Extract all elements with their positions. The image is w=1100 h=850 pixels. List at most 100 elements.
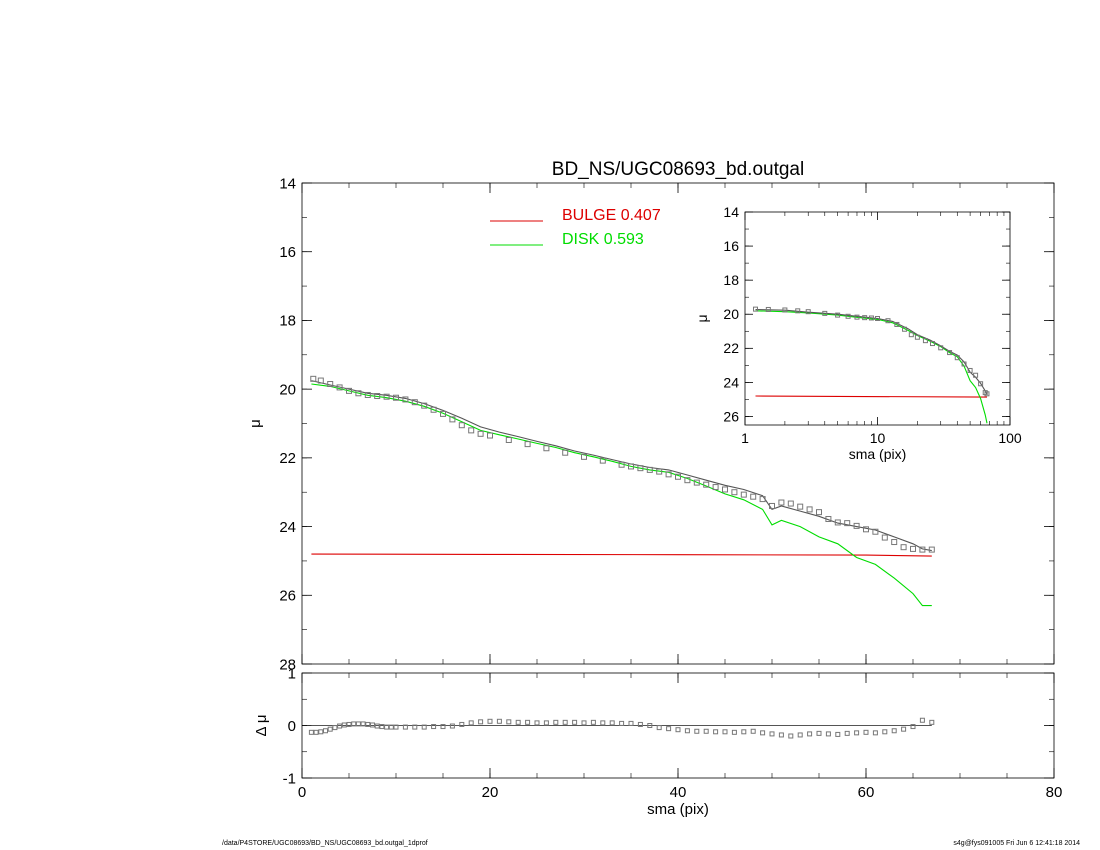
main-data-point <box>778 499 785 506</box>
inset-model-line <box>755 308 988 395</box>
inset-data-point <box>984 391 990 397</box>
inset-data-point <box>954 355 960 361</box>
main-data-point <box>844 520 851 527</box>
main-data-point <box>430 406 437 413</box>
inset-data-point <box>967 367 973 373</box>
residual-xtick-label: 80 <box>1046 784 1063 801</box>
main-data-point <box>327 380 334 387</box>
residual-data-point <box>553 719 559 725</box>
main-ytick-label: 20 <box>279 381 296 398</box>
residual-data-point <box>854 730 860 736</box>
residual-data-point <box>346 721 352 727</box>
main-data-point <box>910 545 916 552</box>
residual-data-point <box>609 720 615 726</box>
residual-data-point <box>891 728 897 734</box>
residual-data-point <box>515 719 521 725</box>
main-data-point <box>759 496 766 503</box>
residual-xtick-label: 0 <box>298 784 306 801</box>
inset-data-point <box>782 307 788 313</box>
main-data-point <box>769 502 775 509</box>
residual-data-point <box>816 730 822 736</box>
residual-data-point <box>337 723 343 729</box>
main-data-point <box>712 484 719 491</box>
residual-data-point <box>929 719 935 725</box>
main-data-point <box>487 432 493 439</box>
main-data-point <box>665 471 672 478</box>
main-data-point <box>393 394 399 401</box>
inset-data-point <box>902 326 908 332</box>
inset-data-point <box>835 312 841 318</box>
inset-xtick-label: 1 <box>741 430 749 446</box>
inset-data-point <box>978 381 984 387</box>
main-data-point <box>402 396 409 403</box>
main-ylabel: μ <box>247 419 264 428</box>
main-data-point <box>411 399 418 406</box>
inset-disk-line <box>755 310 988 424</box>
inset-data-point <box>868 315 874 321</box>
residual-data-point <box>684 728 690 734</box>
main-data-point <box>853 522 860 529</box>
main-data-point <box>440 410 446 417</box>
inset-data-point <box>947 350 953 356</box>
inset-xtick-label: 100 <box>998 430 1022 446</box>
residual-data-point <box>351 721 357 727</box>
main-data-point <box>364 391 371 398</box>
residual-data-point <box>496 718 502 724</box>
legend-label: DISK 0.593 <box>562 231 644 248</box>
residual-data-point <box>910 724 916 730</box>
inset-data-point <box>938 345 944 351</box>
main-data-point <box>336 384 343 391</box>
main-data-point <box>863 526 869 533</box>
inset-ytick-label: 20 <box>723 306 739 322</box>
main-data-point <box>684 477 691 484</box>
main-data-point <box>524 441 531 448</box>
residual-data-point <box>421 724 427 730</box>
inset-data-point <box>929 341 935 347</box>
inset-ytick-label: 14 <box>723 204 739 220</box>
main-data-point <box>543 445 550 452</box>
main-data-point <box>562 449 569 456</box>
residual-data-point <box>741 729 747 735</box>
residual-xlabel: sma (pix) <box>647 801 709 818</box>
main-data-point <box>505 436 512 443</box>
main-ytick-label: 28 <box>279 656 296 673</box>
residual-data-point <box>581 720 587 726</box>
residual-data-point <box>478 719 484 725</box>
inset-ytick-label: 22 <box>723 340 739 356</box>
residual-data-point <box>388 724 394 730</box>
footer-file-path: /data/P4STORE/UGC08693/BD_NS/UGC08693_bd… <box>222 840 428 847</box>
main-data-point <box>703 481 710 488</box>
main-bulge-line <box>311 553 932 557</box>
residual-xtick-label: 20 <box>482 784 499 801</box>
inset-data-point <box>862 315 868 321</box>
residual-data-point <box>313 729 319 735</box>
residual-data-point <box>666 726 672 732</box>
residual-data-point <box>543 720 549 726</box>
residual-data-point <box>656 725 662 731</box>
residual-data-point <box>572 719 578 725</box>
main-data-point <box>787 500 794 507</box>
inset-data-point <box>822 310 828 316</box>
residual-data-point <box>788 733 794 739</box>
main-data-point <box>693 479 700 486</box>
residual-ytick-label: -1 <box>283 770 296 787</box>
main-ytick-label: 14 <box>279 175 296 192</box>
residual-data-point <box>459 721 465 727</box>
residual-data-point <box>863 729 869 735</box>
residual-data-point <box>835 731 841 737</box>
legend-label: BULGE 0.407 <box>562 207 661 224</box>
residual-data-point <box>637 721 643 727</box>
residual-data-point <box>722 729 728 735</box>
residual-data-point <box>374 723 380 729</box>
main-data-point <box>928 546 935 553</box>
inset-bulge-line <box>755 395 988 398</box>
main-data-point <box>628 463 634 470</box>
inset-data-point <box>908 332 914 338</box>
residual-data-point <box>844 730 850 736</box>
residual-ylabel: Δ μ <box>253 714 270 736</box>
inset-data-point <box>922 338 928 344</box>
main-data-point <box>421 402 428 409</box>
inset-ylabel: μ <box>694 314 710 322</box>
residual-data-point <box>370 722 375 728</box>
main-data-point <box>825 516 832 523</box>
